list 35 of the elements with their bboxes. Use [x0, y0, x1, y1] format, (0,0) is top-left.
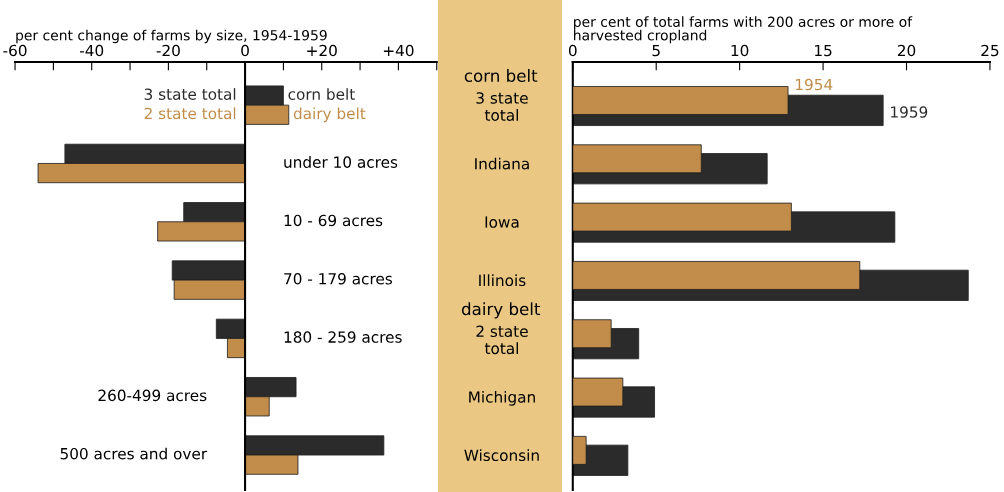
series-label: 1954	[795, 78, 833, 91]
y-tick-label: Michigan	[469, 390, 535, 406]
y-tick-label: under 10 acres	[284, 156, 398, 168]
x-tick-label: -20	[156, 44, 180, 57]
annotation: 3 state total	[144, 88, 236, 100]
y-tick-label: 2 state total	[476, 325, 528, 355]
x-tick-label: 10	[731, 44, 749, 57]
y-tick-label: 3 state total	[476, 92, 528, 121]
y-tick-label: 500 acres and over	[60, 447, 208, 460]
y-tick-label: 260-499 acres	[98, 389, 207, 402]
x-tick-label: 5	[652, 44, 660, 57]
y-tick-label: 180 - 259 acres	[284, 331, 402, 343]
x-tick-label: 20	[897, 44, 916, 57]
series-label: dairy belt	[293, 107, 366, 123]
x-tick-label: -60	[3, 44, 27, 57]
x-tick-label: 0	[568, 44, 577, 57]
x-tick-label: -40	[80, 44, 104, 57]
y-tick-label: Wisconsin	[464, 449, 539, 462]
y-tick-label: 70 - 179 acres	[284, 272, 393, 285]
y-tick-label: Indiana	[475, 157, 529, 170]
annotation: 2 state total	[144, 107, 236, 120]
x-tick-label: +20	[307, 44, 337, 57]
x-tick-label: 0	[241, 44, 249, 57]
x-axis-title: per cent change of farms by size, 1954-1959	[16, 29, 327, 44]
x-tick-label: 25	[981, 44, 999, 57]
text: dairy belt	[461, 302, 541, 319]
text: corn belt	[464, 69, 538, 82]
x-tick-label: +40	[383, 44, 414, 57]
series-label: 1959	[891, 106, 928, 118]
y-tick-label: Illinois	[479, 274, 526, 287]
x-tick-label: 15	[815, 44, 832, 57]
y-tick-label: 10 - 69 acres	[284, 214, 383, 227]
y-tick-label: Iowa	[485, 216, 519, 228]
series-label: corn belt	[288, 88, 355, 100]
x-axis-title: per cent of total farms with 200 acres or more of harvested cropland	[574, 16, 913, 44]
